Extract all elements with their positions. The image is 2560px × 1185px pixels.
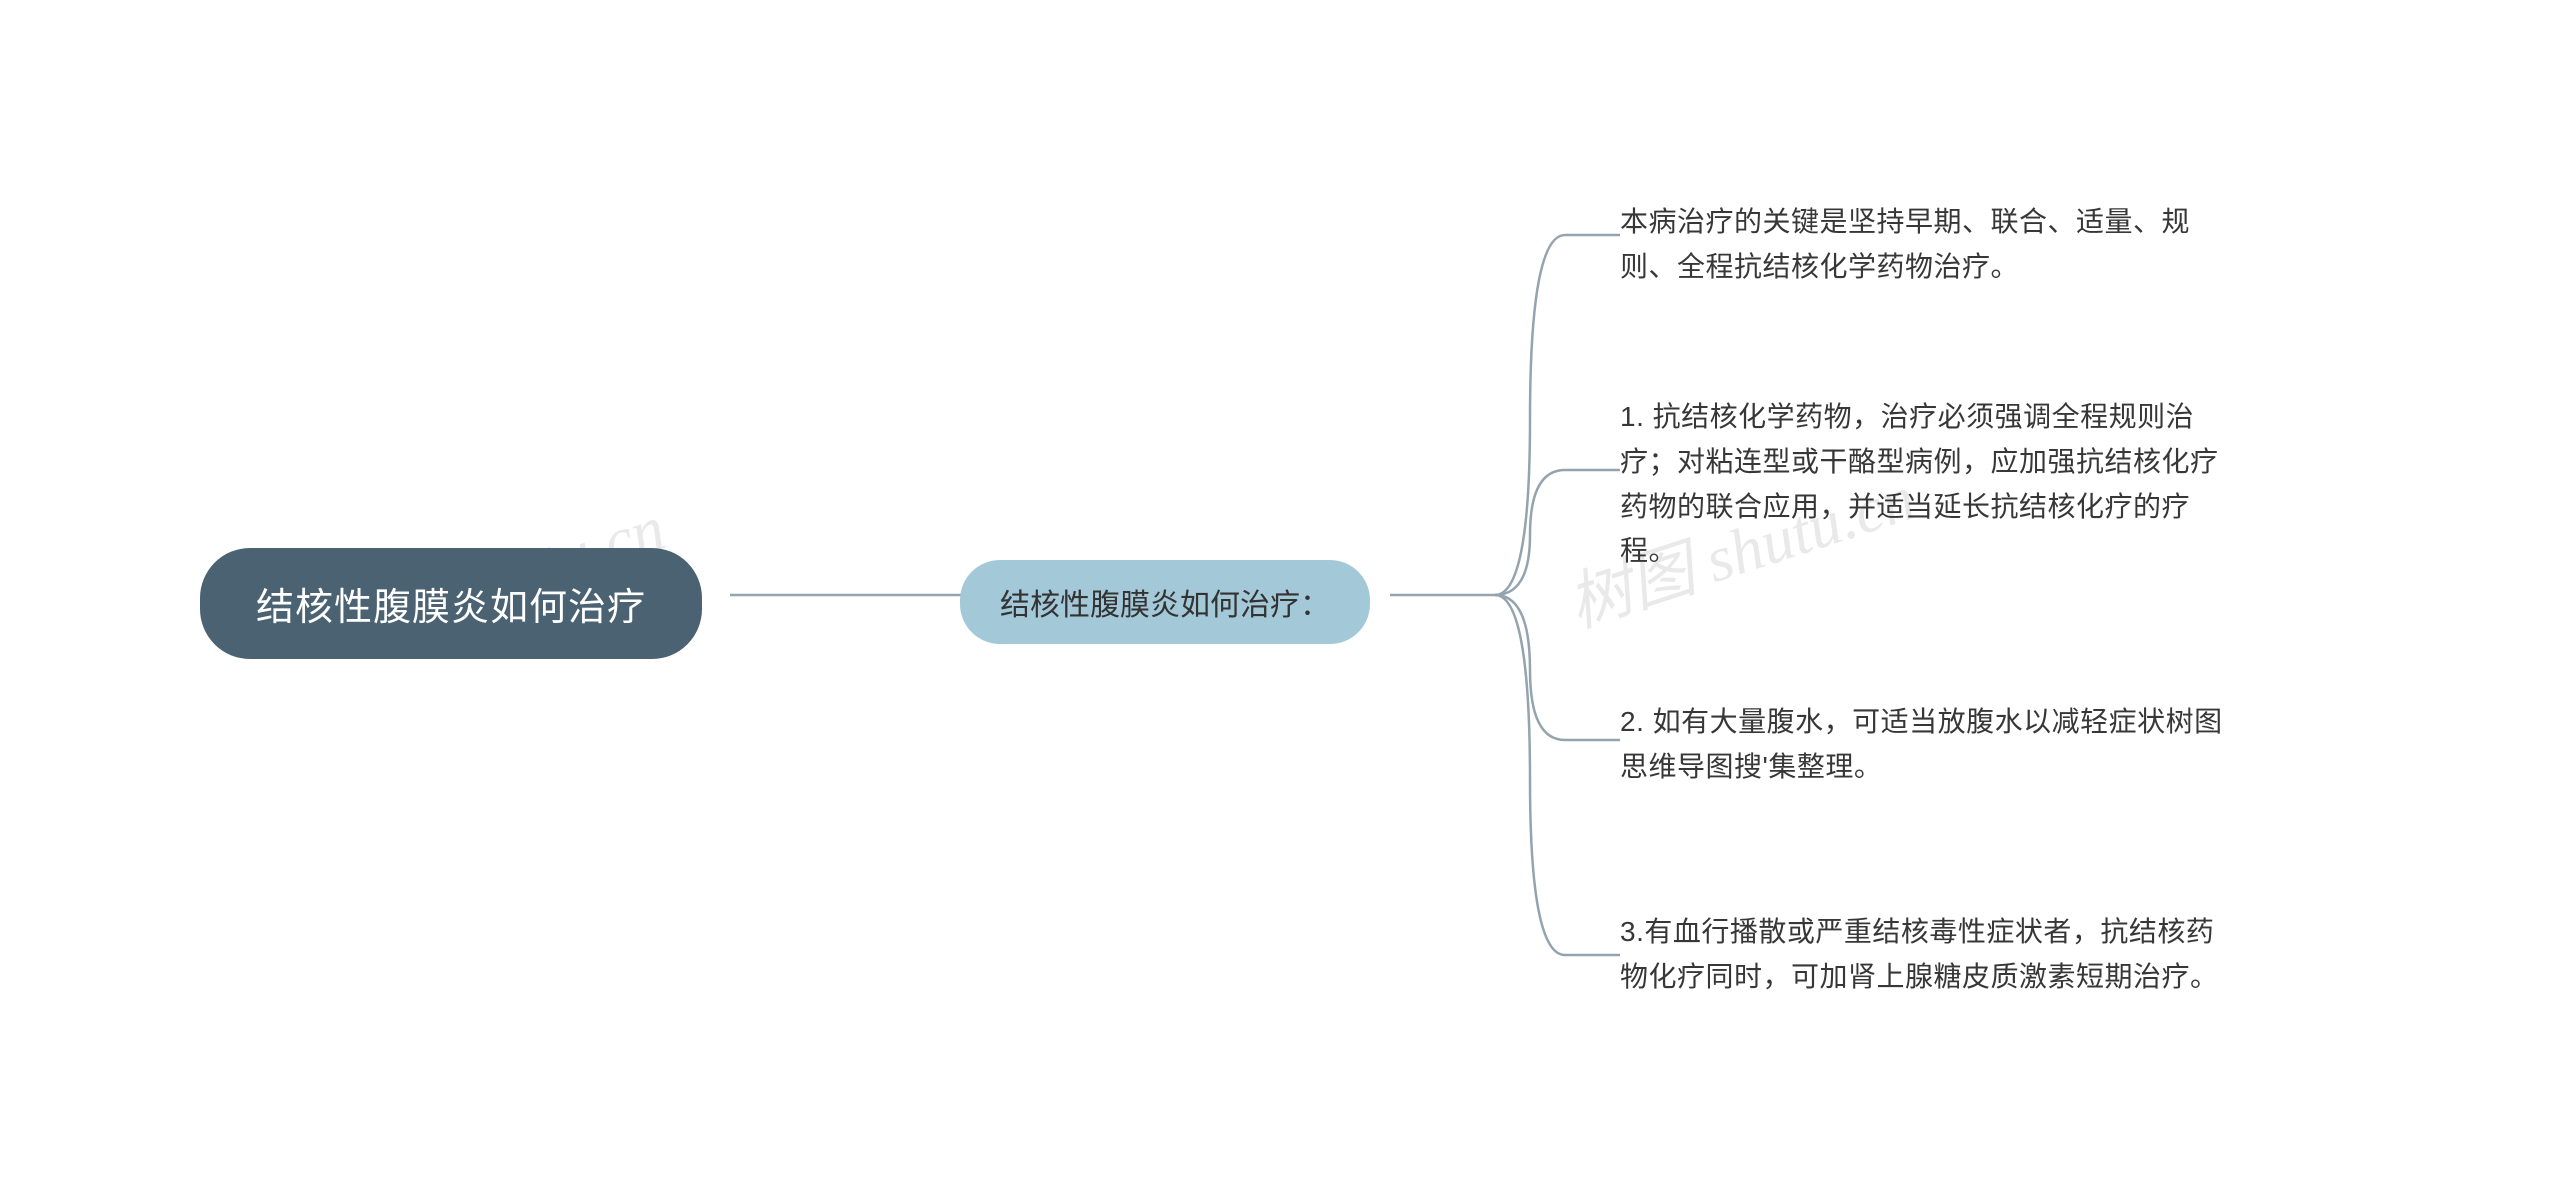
leaf-node-2[interactable]: 2. 如有大量腹水，可适当放腹水以减轻症状树图思维导图搜'集整理。 [1620, 700, 2240, 790]
connector-level1-to-leaves [1390, 180, 1630, 1000]
leaf-text-1: 1. 抗结核化学药物，治疗必须强调全程规则治疗；对粘连型或干酪型病例，应加强抗结… [1620, 395, 2240, 574]
leaf-node-0[interactable]: 本病治疗的关键是坚持早期、联合、适量、规则、全程抗结核化学药物治疗。 [1620, 200, 2240, 290]
leaf-node-3[interactable]: 3.有血行播散或严重结核毒性症状者，抗结核药物化疗同时，可加肾上腺糖皮质激素短期… [1620, 910, 2240, 1000]
leaf-node-1[interactable]: 1. 抗结核化学药物，治疗必须强调全程规则治疗；对粘连型或干酪型病例，应加强抗结… [1620, 395, 2240, 574]
level1-node[interactable]: 结核性腹膜炎如何治疗： [960, 560, 1370, 644]
leaf-text-3: 3.有血行播散或严重结核毒性症状者，抗结核药物化疗同时，可加肾上腺糖皮质激素短期… [1620, 910, 2240, 1000]
leaf-text-0: 本病治疗的关键是坚持早期、联合、适量、规则、全程抗结核化学药物治疗。 [1620, 200, 2240, 290]
connector-root-to-level1 [730, 590, 970, 600]
mindmap-canvas: 树图 shutu.cn 树图 shutu.cn 结核性腹膜炎如何治疗 结核性腹膜… [0, 0, 2560, 1185]
root-node[interactable]: 结核性腹膜炎如何治疗 [200, 548, 702, 659]
leaf-text-2: 2. 如有大量腹水，可适当放腹水以减轻症状树图思维导图搜'集整理。 [1620, 700, 2240, 790]
root-label: 结核性腹膜炎如何治疗 [256, 576, 646, 631]
level1-label: 结核性腹膜炎如何治疗： [1000, 580, 1330, 624]
